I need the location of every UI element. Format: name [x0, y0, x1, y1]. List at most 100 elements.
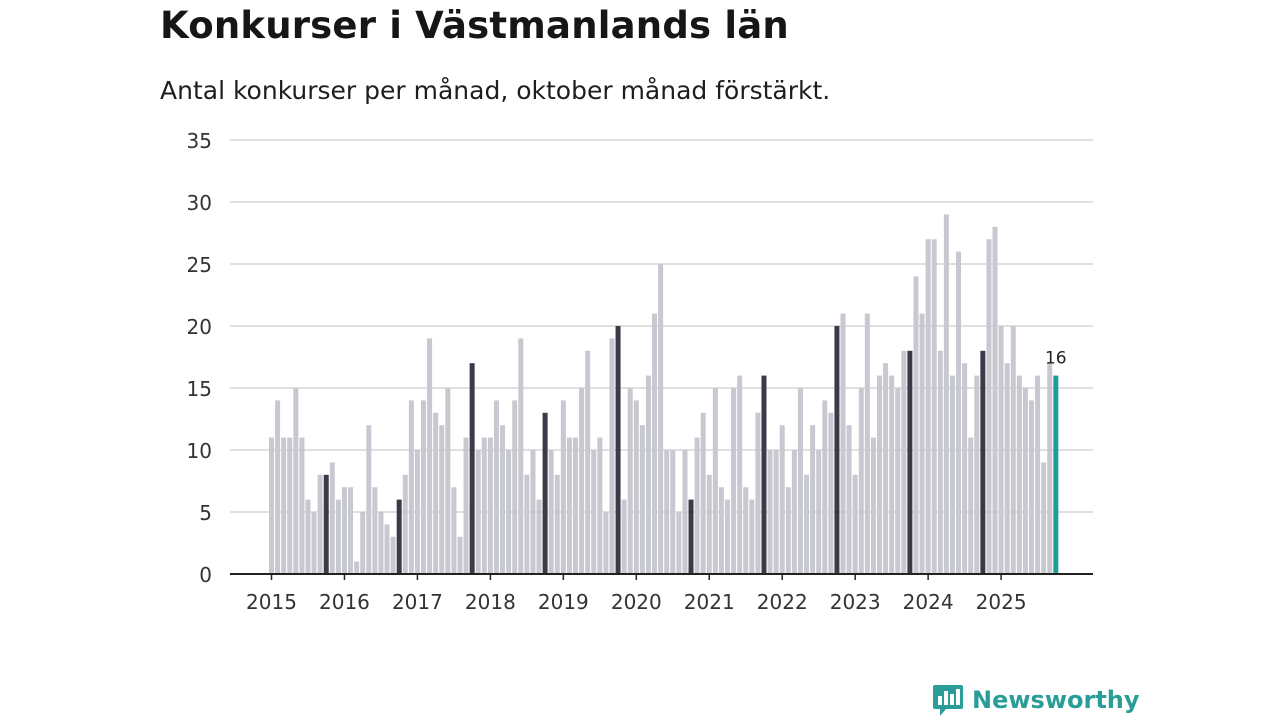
- x-tick-label: 2018: [465, 590, 516, 614]
- bar: [603, 512, 609, 574]
- x-tick-label: 2017: [392, 590, 443, 614]
- bar: [360, 512, 366, 574]
- bar: [591, 450, 597, 574]
- bar: [919, 313, 925, 574]
- bar: [475, 450, 481, 574]
- y-tick-label: 25: [187, 253, 212, 277]
- bar: [840, 313, 846, 574]
- bar: [925, 239, 931, 574]
- bar: [560, 400, 566, 574]
- bar: [421, 400, 426, 574]
- bar: [883, 363, 889, 574]
- bar: [1029, 400, 1034, 574]
- bar: [573, 437, 578, 574]
- chart-subtitle: Antal konkurser per månad, oktober månad…: [160, 76, 831, 105]
- bar: [530, 450, 536, 574]
- newsworthy-logo-icon: [933, 685, 963, 716]
- bar: [269, 437, 274, 574]
- bar: [566, 437, 572, 574]
- x-tick-label: 2022: [757, 590, 808, 614]
- bar: [712, 388, 718, 574]
- bar: [725, 499, 730, 574]
- bar: [968, 437, 974, 574]
- bar: [384, 524, 390, 574]
- bar: [664, 450, 670, 574]
- bar-october: [980, 350, 986, 574]
- y-tick-label: 5: [199, 501, 212, 525]
- bar: [293, 388, 299, 574]
- bar: [609, 338, 615, 574]
- bar: [579, 388, 585, 574]
- bar: [743, 487, 749, 574]
- x-tick-label: 2025: [976, 590, 1027, 614]
- bar: [451, 487, 457, 574]
- bar: [797, 388, 803, 574]
- bar: [585, 350, 591, 574]
- bars: [269, 214, 1059, 575]
- bar: [329, 462, 335, 574]
- bar: [737, 375, 743, 574]
- bar: [949, 375, 955, 574]
- bar: [335, 499, 341, 574]
- bar: [810, 425, 816, 574]
- bar: [1010, 326, 1016, 574]
- bar: [694, 437, 700, 574]
- x-tick-label: 2021: [684, 590, 735, 614]
- axes: [230, 573, 1093, 580]
- bar: [962, 363, 968, 574]
- bar: [652, 313, 658, 574]
- bar: [791, 450, 797, 574]
- bar: [870, 437, 876, 574]
- bar: [621, 499, 627, 574]
- bar: [433, 412, 439, 574]
- brand-name: Newsworthy: [972, 686, 1140, 714]
- bar-october: [542, 412, 548, 574]
- bar: [414, 450, 420, 574]
- bar: [281, 437, 287, 574]
- bar: [864, 313, 870, 574]
- bar: [986, 239, 992, 574]
- bar: [931, 239, 937, 574]
- bar: [536, 499, 542, 574]
- bar: [718, 487, 724, 574]
- bar: [500, 425, 506, 574]
- bar: [493, 400, 499, 574]
- bar: [354, 561, 360, 574]
- bar: [749, 499, 755, 574]
- bar: [548, 450, 554, 574]
- chart-title: Konkurser i Västmanlands län: [160, 4, 789, 47]
- bar: [658, 264, 664, 574]
- bar: [506, 450, 512, 574]
- bar: [597, 437, 603, 574]
- bar: [877, 375, 882, 574]
- bar: [895, 388, 901, 574]
- bar: [554, 474, 560, 574]
- x-tick-label: 2024: [903, 590, 954, 614]
- bar: [822, 400, 828, 574]
- x-tick-label: 2023: [830, 590, 881, 614]
- bar: [463, 437, 469, 574]
- bar: [299, 437, 305, 574]
- y-tick-label: 10: [187, 439, 212, 463]
- bar: [773, 450, 779, 574]
- bar: [785, 487, 791, 574]
- bar: [633, 400, 639, 574]
- y-tick-label: 35: [187, 129, 212, 153]
- bar: [998, 326, 1004, 574]
- bar: [992, 226, 998, 575]
- x-tick-label: 2019: [538, 590, 589, 614]
- bar: [1016, 375, 1022, 574]
- x-tick-label: 2016: [319, 590, 370, 614]
- bar: [670, 450, 676, 574]
- bar: [706, 474, 712, 574]
- bar: [366, 425, 372, 574]
- bar-october: [323, 474, 329, 574]
- y-tick-label: 15: [187, 377, 212, 401]
- bar: [1047, 363, 1053, 574]
- bar: [755, 412, 761, 574]
- y-tick-label: 30: [187, 191, 212, 215]
- bar: [639, 425, 645, 574]
- bar: [731, 388, 737, 574]
- bar: [889, 375, 895, 574]
